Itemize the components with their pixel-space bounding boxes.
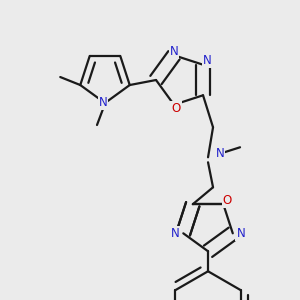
Text: O: O xyxy=(223,194,232,207)
Text: N: N xyxy=(236,227,245,240)
Text: N: N xyxy=(203,54,212,67)
Text: N: N xyxy=(99,97,107,110)
Text: N: N xyxy=(169,45,178,58)
Text: N: N xyxy=(216,147,224,160)
Text: N: N xyxy=(171,227,180,240)
Text: O: O xyxy=(171,102,181,115)
